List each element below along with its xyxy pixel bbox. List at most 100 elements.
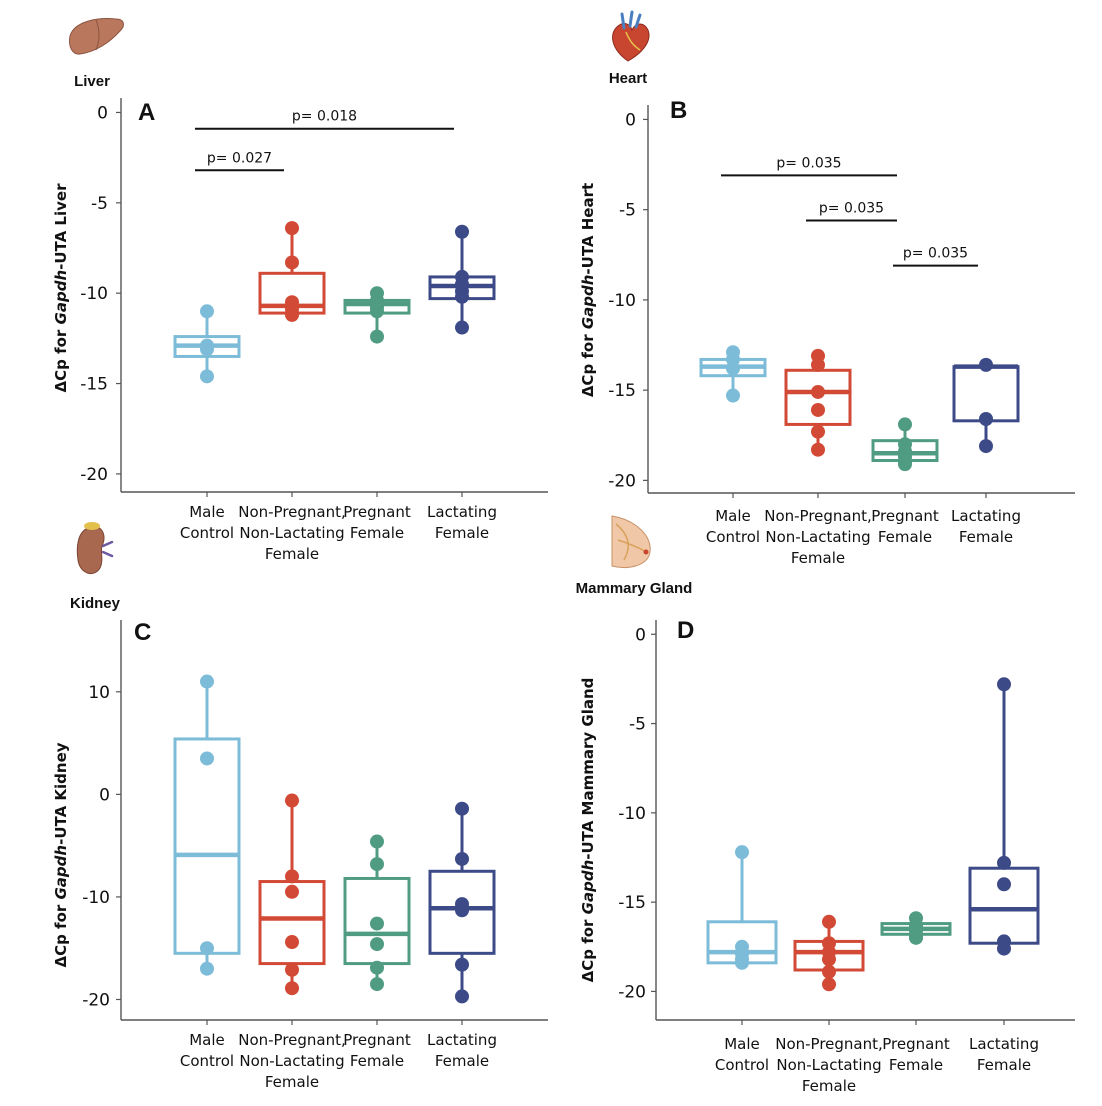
data-point [455,851,469,866]
data-point [285,869,299,884]
panel-c: Kidney C ΔCp for Gapdh-UTA Kidney 10 0 -10… [52,522,548,1091]
kidney-icon [76,522,114,575]
panel-letter: A [138,99,155,126]
data-point [979,357,993,372]
x-category-label: Pregnant Female [343,1031,411,1070]
x-category-label: Lactating Female [969,1035,1039,1074]
y-tick-label: -20 [618,982,646,1002]
x-category-label: Non-Pregnant, Non-Lactating Female [238,1031,346,1091]
box-group [793,914,865,992]
box-group [428,801,496,1004]
data-point [200,961,214,976]
data-point [811,384,825,399]
x-category-label: Male Control [180,503,234,542]
x-category-label: Male Control [706,507,760,546]
data-point [200,304,214,319]
data-point [370,304,384,319]
data-point [822,914,836,929]
y-tick-label: 0 [99,785,110,805]
y-axis-label: ΔCp for Gapdh-UTA Heart [579,183,597,397]
box-group [706,845,778,970]
data-point [455,320,469,335]
panel-a: Liver A ΔCp for Gapdh-UTA Liver 0 -5 -10 -1… [52,18,548,563]
data-point [370,834,384,849]
data-point [285,962,299,977]
y-tick-label: -10 [618,804,646,824]
box-iqr [173,737,241,955]
liver-icon [69,18,124,55]
data-point [997,677,1011,692]
box-group [968,677,1040,956]
box-group [173,304,241,384]
box-group [699,345,767,403]
data-point [898,457,912,472]
data-point [200,674,214,689]
box-group [952,357,1020,454]
data-point [200,369,214,384]
x-category-label: Lactating Female [427,1031,497,1070]
organ-name-heart: Heart [609,70,647,87]
p-value-label: p= 0.027 [207,150,272,166]
data-point [979,439,993,454]
x-category-label: Pregnant Female [871,507,939,546]
p-value-label: p= 0.035 [903,246,968,262]
x-category-label: Lactating Female [951,507,1021,546]
data-point [285,255,299,270]
x-category-label: Non-Pregnant, Non-Lactating Female [775,1035,883,1095]
data-point [822,964,836,979]
organ-name-kidney: Kidney [70,595,121,612]
y-tick-label: -10 [608,291,636,311]
data-point [822,952,836,967]
box-group [428,224,496,335]
data-point [997,941,1011,956]
x-category-label: Non-Pregnant, Non-Lactating Female [238,503,346,563]
organ-name-liver: Liver [74,73,110,90]
data-point [370,857,384,872]
data-point [455,801,469,816]
data-point [285,935,299,950]
data-point [200,941,214,956]
box-group [880,911,952,945]
p-value-label: p= 0.035 [776,155,841,171]
panel-letter: B [670,97,687,124]
y-tick-label: 0 [97,103,108,123]
y-tick-label: 0 [625,110,636,130]
panel-d: Mammary Gland D ΔCp for Gapdh-UTA Mammar… [576,515,1075,1095]
data-point [200,342,214,357]
data-point [909,930,923,945]
box-group [343,834,411,992]
data-point [285,884,299,899]
data-point [455,989,469,1004]
organ-name-mammary-gland: Mammary Gland [576,580,693,597]
y-tick-label: -15 [618,893,646,913]
data-point [285,221,299,236]
data-point [822,977,836,992]
box-group [871,417,939,472]
y-tick-label: -10 [80,284,108,304]
data-point [455,957,469,972]
p-value-label: p= 0.035 [819,200,884,216]
y-tick-label: -10 [82,888,110,908]
data-point [455,903,469,918]
y-tick-label: 0 [635,625,646,645]
data-point [811,424,825,439]
y-tick-label: -20 [80,465,108,485]
x-category-label: Non-Pregnant, Non-Lactating Female [764,507,872,567]
p-value-label: p= 0.018 [292,109,357,125]
x-category-label: Male Control [715,1035,769,1074]
data-point [285,981,299,996]
y-axis-label: ΔCp for Gapdh-UTA Liver [52,183,70,393]
data-point [726,361,740,376]
data-point [979,412,993,427]
box-group [173,674,241,976]
y-axis-label: ΔCp for Gapdh-UTA Kidney [52,742,70,967]
x-category-label: Lactating Female [427,503,497,542]
data-point [997,877,1011,892]
data-point [811,402,825,417]
panel-letter: D [677,617,694,644]
data-point [811,357,825,372]
data-point [455,224,469,239]
data-point [370,916,384,931]
data-point [370,329,384,344]
